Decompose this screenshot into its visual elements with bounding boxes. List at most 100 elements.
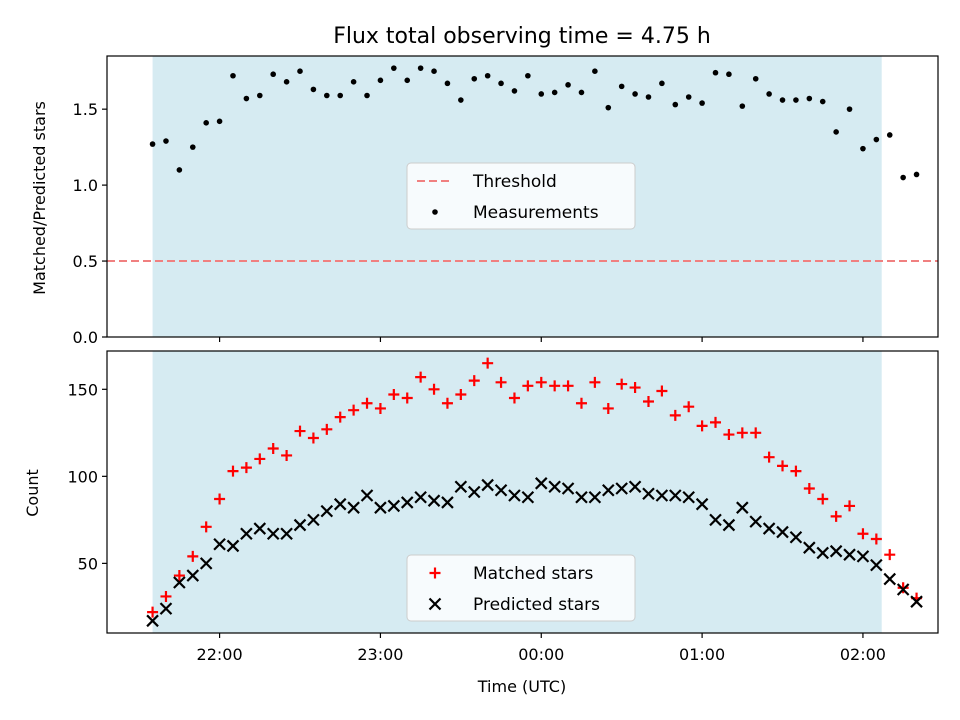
data-point	[803, 483, 815, 495]
data-point	[817, 493, 829, 505]
data-point	[415, 371, 427, 383]
data-point	[910, 595, 923, 608]
data-point	[699, 100, 705, 106]
data-point	[203, 120, 209, 126]
data-point	[361, 397, 373, 409]
data-point	[749, 515, 762, 528]
data-point	[551, 89, 558, 96]
y-tick-label: 0.0	[73, 328, 98, 347]
data-point	[163, 138, 169, 144]
data-point	[538, 91, 545, 97]
bottom-panel: 50 100 150 22:00 23:00 00:00 01:00 02:00 Matched…	[67, 350, 939, 664]
data-point	[602, 483, 615, 497]
data-point	[240, 462, 252, 474]
data-point	[374, 402, 386, 414]
y-tick-label: 100	[67, 467, 98, 486]
data-point	[280, 527, 293, 541]
data-point	[535, 376, 547, 388]
data-point	[498, 80, 504, 87]
data-point	[444, 80, 451, 87]
data-point	[659, 80, 665, 87]
data-point	[334, 411, 346, 423]
data-point	[508, 489, 521, 502]
data-point	[522, 380, 534, 392]
data-point	[484, 72, 491, 79]
data-point	[310, 86, 317, 93]
y-tick-label: 1.0	[73, 176, 98, 195]
data-point	[655, 489, 669, 502]
data-point	[467, 485, 481, 499]
data-point	[455, 389, 467, 401]
data-point	[616, 378, 628, 390]
legend-label: Predicted stars	[473, 595, 600, 615]
data-point	[830, 510, 842, 522]
data-point	[856, 550, 870, 563]
data-point	[548, 480, 561, 494]
x-tick-label: 00:00	[518, 645, 564, 664]
data-point	[468, 375, 480, 387]
legend-box	[406, 554, 636, 622]
series-1	[147, 357, 923, 618]
data-point	[441, 397, 453, 409]
data-point	[347, 501, 360, 514]
data-point	[414, 490, 427, 504]
data-point	[200, 521, 212, 533]
data-point	[350, 79, 357, 85]
data-point	[199, 557, 213, 570]
data-point	[819, 98, 826, 105]
data-point	[565, 82, 571, 88]
data-point	[833, 129, 839, 135]
data-point	[534, 477, 548, 490]
data-point	[294, 425, 306, 437]
data-point	[267, 442, 279, 454]
data-point	[682, 490, 695, 504]
data-point	[656, 385, 668, 397]
data-point	[333, 497, 347, 511]
data-point	[525, 72, 531, 79]
data-point	[829, 544, 843, 558]
data-point	[173, 570, 185, 582]
legend-box	[406, 162, 636, 230]
data-point	[750, 427, 762, 439]
data-point	[337, 92, 344, 99]
data-point	[642, 487, 655, 501]
data-point	[431, 68, 437, 74]
legend: Matched stars Predicted stars	[406, 554, 636, 622]
data-point	[253, 522, 267, 535]
data-point	[321, 423, 333, 435]
data-point	[642, 395, 654, 407]
legend-label: Threshold	[472, 172, 557, 192]
legend-cross-swatch	[428, 597, 442, 611]
data-point	[575, 490, 588, 504]
data-point	[628, 480, 642, 494]
data-point	[736, 501, 749, 514]
data-point	[360, 489, 374, 502]
data-point	[884, 549, 896, 561]
data-point	[364, 92, 370, 99]
data-point	[844, 500, 856, 512]
data-point	[806, 95, 813, 102]
data-point	[441, 496, 454, 509]
data-point	[578, 89, 585, 96]
data-point	[632, 91, 638, 97]
data-point	[618, 83, 625, 90]
data-point	[752, 75, 759, 82]
legend: Threshold Measurements	[406, 162, 636, 230]
data-point	[240, 527, 253, 541]
data-point	[320, 504, 334, 518]
y-tick-label: 0.5	[73, 252, 98, 271]
data-point	[377, 77, 384, 84]
legend-label: Measurements	[473, 203, 599, 223]
series-2	[146, 477, 923, 628]
data-point	[592, 68, 598, 74]
data-point	[297, 68, 303, 74]
data-point	[266, 527, 280, 541]
x-tick-label: 23:00	[357, 645, 403, 664]
data-point	[870, 533, 882, 545]
data-point	[417, 65, 424, 71]
data-point	[789, 530, 803, 544]
data-point	[777, 460, 789, 472]
x-tick-label: 22:00	[197, 645, 243, 664]
data-point	[160, 590, 172, 602]
